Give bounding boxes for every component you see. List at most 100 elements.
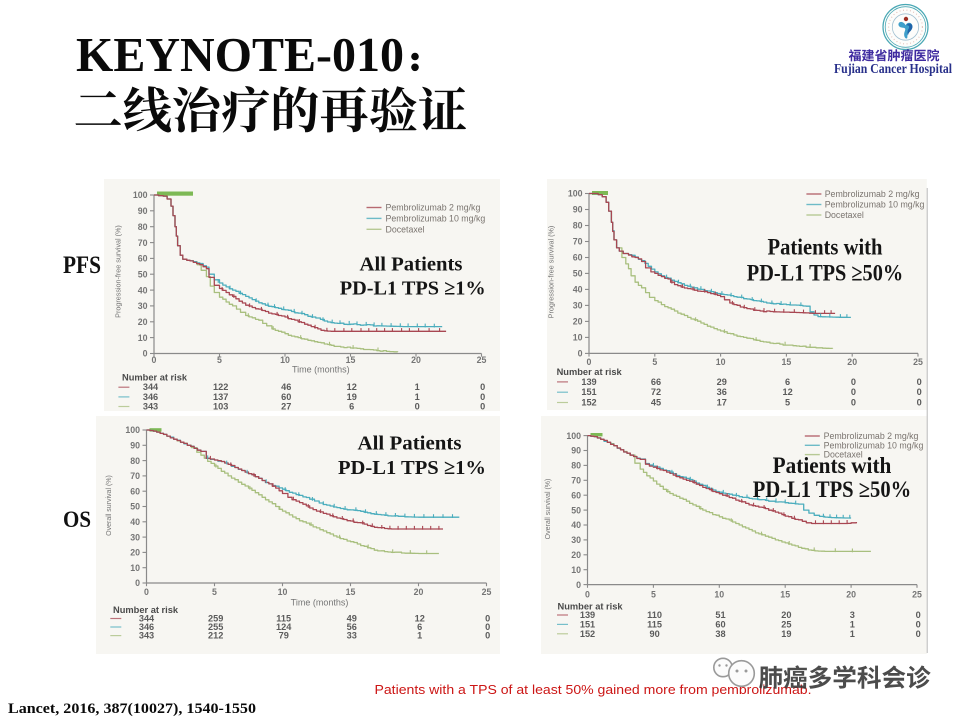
svg-text:Progression-free survival (%): Progression-free survival (%)	[547, 226, 556, 319]
svg-text:Pembrolizumab 2 mg/kg: Pembrolizumab 2 mg/kg	[824, 431, 919, 441]
svg-text:25: 25	[913, 357, 923, 367]
svg-text:139: 139	[580, 610, 595, 620]
svg-text:0: 0	[143, 349, 148, 359]
svg-text:6: 6	[417, 622, 422, 632]
svg-text:90: 90	[571, 446, 581, 456]
svg-text:20: 20	[571, 550, 581, 560]
svg-text:80: 80	[571, 461, 581, 471]
svg-text:5: 5	[212, 587, 217, 597]
svg-text:343: 343	[143, 402, 158, 412]
svg-text:50: 50	[573, 269, 583, 279]
svg-text:45: 45	[651, 398, 661, 408]
svg-text:10: 10	[571, 565, 581, 575]
svg-text:151: 151	[580, 619, 595, 629]
svg-text:60: 60	[281, 392, 291, 402]
svg-text:25: 25	[781, 619, 791, 629]
svg-text:100: 100	[133, 190, 148, 200]
svg-text:124: 124	[276, 622, 292, 632]
svg-text:100: 100	[125, 425, 140, 435]
svg-text:5: 5	[652, 357, 657, 367]
svg-text:60: 60	[715, 619, 725, 629]
svg-text:0: 0	[576, 580, 581, 590]
svg-text:0: 0	[144, 587, 149, 597]
svg-text:79: 79	[279, 631, 289, 641]
svg-text:0: 0	[917, 387, 922, 397]
svg-text:0: 0	[917, 377, 922, 387]
svg-text:1: 1	[850, 629, 855, 639]
svg-text:255: 255	[208, 622, 223, 632]
svg-text:46: 46	[281, 382, 291, 392]
svg-text:12: 12	[782, 387, 792, 397]
svg-text:Time (months): Time (months)	[291, 598, 349, 608]
svg-text:33: 33	[347, 631, 357, 641]
svg-text:40: 40	[138, 285, 148, 295]
svg-text:3: 3	[850, 610, 855, 620]
svg-text:Pembrolizumab 10 mg/kg: Pembrolizumab 10 mg/kg	[824, 440, 924, 450]
svg-text:90: 90	[573, 205, 583, 215]
svg-text:80: 80	[573, 221, 583, 231]
svg-text:19: 19	[347, 392, 357, 402]
svg-text:Patients with: Patients with	[773, 453, 892, 479]
svg-text:0: 0	[578, 349, 583, 359]
svg-text:PD-L1 TPS ≥50%: PD-L1 TPS ≥50%	[753, 477, 911, 503]
svg-text:70: 70	[573, 237, 583, 247]
svg-text:12: 12	[347, 382, 357, 392]
svg-text:15: 15	[782, 357, 792, 367]
svg-text:All Patients: All Patients	[358, 433, 462, 455]
svg-text:25: 25	[482, 587, 492, 597]
svg-text:Patients with: Patients with	[768, 235, 883, 261]
svg-text:343: 343	[139, 631, 154, 641]
svg-text:OS: OS	[63, 507, 91, 533]
svg-text:38: 38	[715, 629, 725, 639]
svg-text:72: 72	[651, 387, 661, 397]
svg-text:30: 30	[138, 301, 148, 311]
svg-text:1: 1	[415, 382, 420, 392]
svg-text:122: 122	[213, 382, 228, 392]
svg-text:0: 0	[480, 382, 485, 392]
svg-text:0: 0	[916, 610, 921, 620]
svg-text:0: 0	[585, 589, 590, 599]
svg-text:70: 70	[138, 238, 148, 248]
svg-text:PD-L1 TPS ≥1%: PD-L1 TPS ≥1%	[338, 457, 486, 479]
svg-text:346: 346	[143, 392, 158, 402]
svg-text:49: 49	[347, 614, 357, 624]
svg-text:100: 100	[568, 189, 583, 199]
svg-text:Overall survival (%): Overall survival (%)	[106, 475, 113, 536]
svg-text:0: 0	[916, 629, 921, 639]
svg-text:Docetaxel: Docetaxel	[386, 224, 425, 234]
svg-text:12: 12	[415, 614, 425, 624]
svg-text:PD-L1 TPS ≥1%: PD-L1 TPS ≥1%	[340, 278, 486, 300]
svg-text:0: 0	[480, 392, 485, 402]
svg-text:40: 40	[573, 285, 583, 295]
svg-text:5: 5	[651, 589, 656, 599]
svg-text:Pembrolizumab 2 mg/kg: Pembrolizumab 2 mg/kg	[386, 203, 481, 213]
svg-text:Patients with a TPS of at leas: Patients with a TPS of at least 50% gain…	[375, 682, 812, 697]
svg-text:20: 20	[130, 548, 140, 558]
svg-text:51: 51	[715, 610, 725, 620]
svg-text:25: 25	[477, 355, 487, 365]
svg-text:60: 60	[573, 253, 583, 263]
svg-text:PFS: PFS	[63, 252, 101, 279]
svg-text:0: 0	[152, 355, 157, 365]
svg-text:344: 344	[139, 614, 155, 624]
svg-text:0: 0	[851, 387, 856, 397]
svg-text:6: 6	[785, 377, 790, 387]
svg-text:20: 20	[414, 587, 424, 597]
svg-text:Pembrolizumab 10 mg/kg: Pembrolizumab 10 mg/kg	[825, 200, 925, 210]
svg-text:25: 25	[912, 589, 922, 599]
svg-text:20: 20	[411, 355, 421, 365]
svg-text:Number at risk: Number at risk	[557, 367, 623, 377]
svg-text:15: 15	[780, 589, 790, 599]
svg-text:80: 80	[130, 456, 140, 466]
svg-text:0: 0	[485, 631, 490, 641]
svg-text:90: 90	[649, 629, 659, 639]
svg-text:15: 15	[346, 355, 356, 365]
svg-text:36: 36	[717, 387, 727, 397]
svg-text:90: 90	[138, 206, 148, 216]
svg-text:Number at risk: Number at risk	[113, 605, 179, 615]
svg-text:PD-L1 TPS ≥50%: PD-L1 TPS ≥50%	[747, 261, 903, 287]
svg-text:29: 29	[717, 377, 727, 387]
svg-text:Pembrolizumab 2 mg/kg: Pembrolizumab 2 mg/kg	[825, 189, 920, 199]
svg-text:Fujian Cancer Hospital: Fujian Cancer Hospital	[834, 61, 952, 76]
svg-text:0: 0	[135, 578, 140, 588]
